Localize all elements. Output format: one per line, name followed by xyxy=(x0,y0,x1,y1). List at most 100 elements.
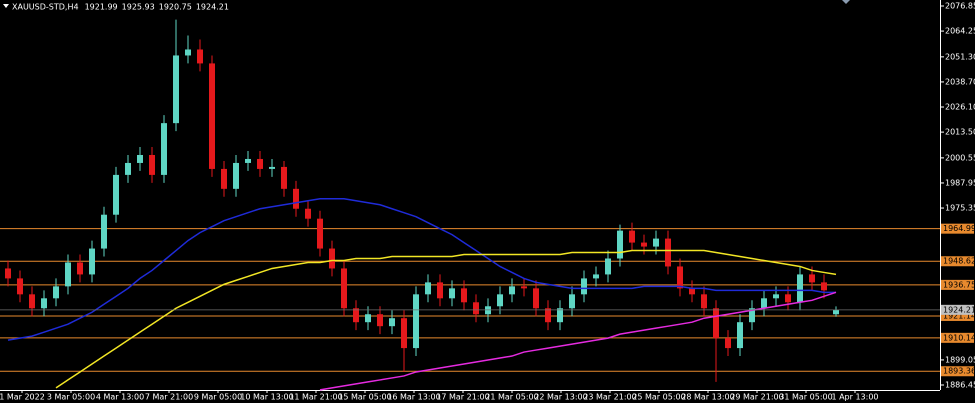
candle-body xyxy=(17,278,23,295)
moving-average-line xyxy=(319,291,837,391)
y-tick-label: 2026.10 xyxy=(945,103,975,112)
candle-body xyxy=(29,294,35,309)
candle-body xyxy=(473,302,479,315)
candle-body xyxy=(53,286,59,299)
current-price-label-box xyxy=(941,304,974,315)
x-tick-label: 7 Mar 21:00 xyxy=(145,393,193,402)
header-ohlc-value: 1921.99 xyxy=(85,3,118,12)
x-tick-label: 1 Mar 2022 xyxy=(0,393,45,402)
candle-body xyxy=(809,274,815,283)
candle-body xyxy=(665,238,671,267)
candle-body xyxy=(401,318,407,349)
candle-body xyxy=(593,274,599,279)
x-tick-label: 28 Mar 13:00 xyxy=(681,393,734,402)
candle-body xyxy=(5,268,11,279)
y-tick-label: 2038.70 xyxy=(945,77,975,86)
candle-body xyxy=(545,308,551,323)
level-label-box xyxy=(941,366,974,377)
candle-body xyxy=(113,174,119,215)
y-tick-label: 1975.35 xyxy=(945,204,975,213)
candle-body xyxy=(797,274,803,303)
candle-body xyxy=(737,322,743,349)
level-label: 1921.14 xyxy=(943,311,975,320)
candle-body xyxy=(425,282,431,295)
candle-body xyxy=(677,266,683,289)
x-tick-label: 23 Mar 21:00 xyxy=(583,393,636,402)
candle-body xyxy=(761,298,767,309)
level-label: 1893.36 xyxy=(943,367,975,376)
candle-body xyxy=(701,294,707,309)
candle-body xyxy=(221,168,227,189)
candle-body xyxy=(749,308,755,323)
level-label-box xyxy=(941,256,974,267)
candle-body xyxy=(329,248,335,269)
x-tick-label: 10 Mar 13:00 xyxy=(240,393,293,402)
candle-body xyxy=(641,242,647,247)
candle-body xyxy=(317,218,323,249)
candle-body xyxy=(833,309,839,315)
candle-body xyxy=(713,308,719,339)
candle-body xyxy=(581,278,587,295)
y-tick-label: 1987.95 xyxy=(945,178,975,187)
candle-body xyxy=(521,286,527,289)
candle-body xyxy=(353,308,359,323)
candle-body xyxy=(281,166,287,189)
candle-body xyxy=(497,294,503,307)
candle-body xyxy=(197,49,203,64)
y-tick-label: 2051.30 xyxy=(945,52,975,61)
candle-body xyxy=(77,262,83,275)
header-ohlc-value: 1924.21 xyxy=(196,3,229,12)
header-ohlc-value: 1925.93 xyxy=(122,3,155,12)
candle-body xyxy=(617,230,623,259)
candle-body xyxy=(149,154,155,175)
y-tick-label: 2013.50 xyxy=(945,128,975,137)
x-tick-label: 11 Mar 21:00 xyxy=(289,393,342,402)
x-tick-label: 21 Mar 05:00 xyxy=(485,393,538,402)
y-tick-label: 2076.85 xyxy=(945,1,975,10)
candle-body xyxy=(41,298,47,309)
candle-body xyxy=(125,162,131,175)
y-tick-label: 1899.05 xyxy=(945,355,975,364)
candle-body xyxy=(773,294,779,299)
candle-body xyxy=(173,55,179,124)
menu-arrow[interactable] xyxy=(3,4,9,8)
candle-body xyxy=(101,214,107,249)
level-label: 1910.14 xyxy=(943,333,975,342)
x-tick-label: 22 Mar 13:00 xyxy=(534,393,587,402)
candle-body xyxy=(605,258,611,275)
shift-marker xyxy=(842,0,850,4)
candle-body xyxy=(89,248,95,275)
level-label: 1948.62 xyxy=(943,257,975,266)
candle-body xyxy=(137,154,143,163)
x-tick-label: 4 Mar 13:00 xyxy=(96,393,144,402)
x-tick-label: 16 Mar 13:00 xyxy=(387,393,440,402)
candle-body xyxy=(413,294,419,349)
level-label-box xyxy=(941,279,974,290)
candle-body xyxy=(161,123,167,175)
candle-body xyxy=(233,162,239,189)
x-tick-label: 29 Mar 21:00 xyxy=(730,393,783,402)
y-tick-label: 1886.45 xyxy=(945,381,975,390)
candle-body xyxy=(341,268,347,309)
candle-body xyxy=(821,282,827,291)
candle-body xyxy=(629,230,635,243)
header-ohlc-value: 1920.75 xyxy=(159,3,192,12)
candle-body xyxy=(725,338,731,349)
candle-body xyxy=(689,288,695,295)
moving-average-line xyxy=(55,249,837,389)
candle-body xyxy=(533,288,539,309)
level-label-box xyxy=(941,332,974,343)
level-label-box xyxy=(941,310,974,321)
x-tick-label: 25 Mar 05:00 xyxy=(632,393,685,402)
candle-body xyxy=(305,208,311,219)
candle-body xyxy=(557,308,563,323)
candle-body xyxy=(509,286,515,295)
candle-body xyxy=(461,288,467,303)
y-tick-label: 2000.55 xyxy=(945,153,975,162)
x-tick-label: 17 Mar 21:00 xyxy=(436,393,489,402)
y-tick-label: 2064.25 xyxy=(945,27,975,36)
level-label: 1936.75 xyxy=(943,280,975,289)
candle-body xyxy=(257,158,263,169)
candle-body xyxy=(485,306,491,315)
